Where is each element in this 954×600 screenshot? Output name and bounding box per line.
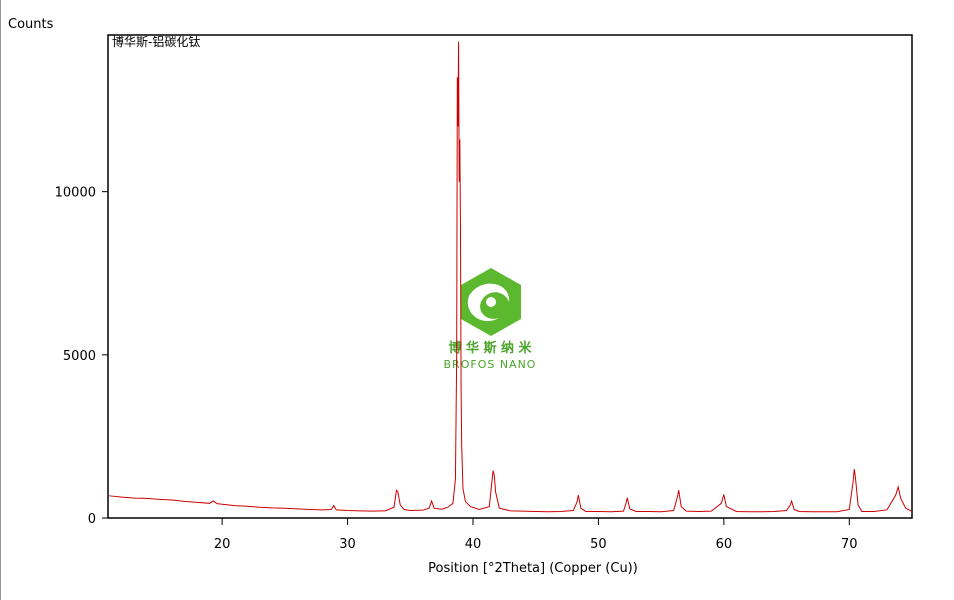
x-tick-label: 50 (590, 537, 607, 552)
y-tick-label: 10000 (55, 186, 96, 201)
logo-swirl (467, 283, 510, 322)
x-tick-label: 70 (841, 537, 858, 552)
y-tick-label: 0 (88, 512, 96, 527)
data-line (109, 41, 913, 513)
chart-title: 博华斯-铝碳化钛 (112, 34, 200, 49)
y-tick-label: 5000 (63, 349, 96, 364)
x-tick-label: 40 (465, 537, 482, 552)
watermark-logo (461, 268, 521, 336)
watermark-cn: 博 华 斯 纳 米 (448, 340, 532, 356)
plot-frame (107, 34, 913, 519)
x-tick-label: 60 (716, 537, 733, 552)
x-tick-label: 30 (339, 537, 356, 552)
x-axis-label: Position [°2Theta] (Copper (Cu)) (428, 561, 638, 576)
y-axis-label: Counts (8, 17, 54, 32)
x-tick-label: 20 (214, 537, 231, 552)
watermark-en: BROFOS NANO (444, 358, 537, 371)
logo-dot (486, 297, 496, 307)
